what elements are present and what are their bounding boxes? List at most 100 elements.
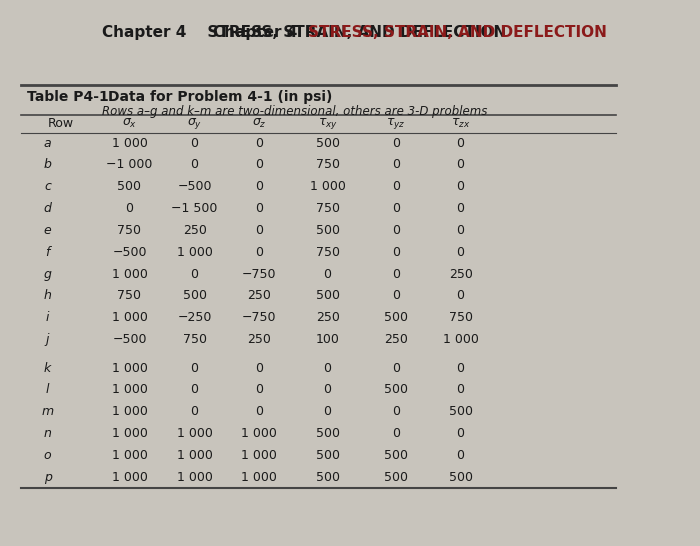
Text: Chapter 4    STRESS, STRAIN, AND DEFLECTION: Chapter 4 STRESS, STRAIN, AND DEFLECTION [102, 25, 507, 39]
Text: 750: 750 [316, 246, 340, 259]
Text: 0: 0 [255, 224, 263, 237]
Text: c: c [44, 180, 51, 193]
Text: 0: 0 [190, 361, 199, 375]
Text: 0: 0 [392, 268, 400, 281]
Text: 0: 0 [392, 289, 400, 302]
Text: 1 000: 1 000 [111, 268, 148, 281]
Text: 0: 0 [392, 180, 400, 193]
Text: 1 000: 1 000 [176, 427, 213, 440]
Text: 500: 500 [384, 449, 408, 462]
Text: 0: 0 [456, 202, 465, 215]
Text: 250: 250 [449, 268, 472, 281]
Text: l: l [46, 383, 49, 396]
Text: 0: 0 [255, 361, 263, 375]
Text: 500: 500 [449, 471, 472, 484]
Text: 250: 250 [384, 333, 408, 346]
Text: 250: 250 [183, 224, 206, 237]
Text: 250: 250 [316, 311, 340, 324]
Text: 0: 0 [323, 405, 332, 418]
Text: 1 000: 1 000 [111, 311, 148, 324]
Text: 1 000: 1 000 [111, 449, 148, 462]
Text: 0: 0 [323, 268, 332, 281]
Text: $\tau_{yz}$: $\tau_{yz}$ [386, 116, 406, 132]
Text: 0: 0 [456, 158, 465, 171]
Text: 1 000: 1 000 [111, 136, 148, 150]
Text: m: m [41, 405, 54, 418]
Text: 0: 0 [456, 289, 465, 302]
Text: 1 000: 1 000 [111, 427, 148, 440]
Text: Chapter 4: Chapter 4 [213, 25, 298, 39]
Text: 0: 0 [323, 383, 332, 396]
Text: 1 000: 1 000 [176, 449, 213, 462]
Text: 500: 500 [118, 180, 141, 193]
Text: 0: 0 [255, 136, 263, 150]
Text: 1 000: 1 000 [309, 180, 346, 193]
Text: $\sigma_x$: $\sigma_x$ [122, 117, 137, 130]
Text: 0: 0 [392, 224, 400, 237]
Text: Rows a–g and k–m are two-dimensional, others are 3-D problems: Rows a–g and k–m are two-dimensional, ot… [102, 105, 487, 118]
Text: 0: 0 [392, 405, 400, 418]
Text: h: h [43, 289, 52, 302]
Text: e: e [43, 224, 52, 237]
Text: 1 000: 1 000 [176, 471, 213, 484]
Text: 0: 0 [190, 158, 199, 171]
Text: 0: 0 [392, 361, 400, 375]
Text: 0: 0 [456, 246, 465, 259]
Text: −1 000: −1 000 [106, 158, 153, 171]
Text: 750: 750 [316, 158, 340, 171]
Text: 750: 750 [449, 311, 472, 324]
Text: 0: 0 [392, 246, 400, 259]
Text: 500: 500 [316, 449, 340, 462]
Text: 750: 750 [118, 224, 141, 237]
Text: 1 000: 1 000 [111, 361, 148, 375]
Text: STRESS, STRAIN, AND DEFLECTION: STRESS, STRAIN, AND DEFLECTION [308, 25, 607, 39]
Text: 750: 750 [118, 289, 141, 302]
Text: $\sigma_y$: $\sigma_y$ [187, 116, 202, 132]
Text: j: j [46, 333, 49, 346]
Text: −500: −500 [177, 180, 212, 193]
Text: g: g [43, 268, 52, 281]
Text: 750: 750 [316, 202, 340, 215]
Text: 1 000: 1 000 [111, 405, 148, 418]
Text: 1 000: 1 000 [111, 383, 148, 396]
Text: 0: 0 [323, 361, 332, 375]
Text: o: o [44, 449, 51, 462]
Text: b: b [43, 158, 52, 171]
Text: 0: 0 [190, 136, 199, 150]
Text: 0: 0 [456, 136, 465, 150]
Text: Data for Problem 4-1 (in psi): Data for Problem 4-1 (in psi) [108, 90, 333, 104]
Text: −250: −250 [177, 311, 212, 324]
Text: 500: 500 [316, 471, 340, 484]
Text: 500: 500 [183, 289, 206, 302]
Text: 250: 250 [247, 289, 271, 302]
Text: f: f [46, 246, 50, 259]
Text: 1 000: 1 000 [241, 427, 277, 440]
Text: 0: 0 [456, 449, 465, 462]
Text: 0: 0 [125, 202, 134, 215]
Text: $\tau_{zx}$: $\tau_{zx}$ [451, 117, 470, 130]
Text: 0: 0 [255, 405, 263, 418]
Text: k: k [44, 361, 51, 375]
Text: 0: 0 [255, 180, 263, 193]
Text: 1 000: 1 000 [176, 246, 213, 259]
Text: Row: Row [48, 117, 74, 130]
Text: 500: 500 [316, 427, 340, 440]
Text: 0: 0 [255, 246, 263, 259]
Text: 0: 0 [456, 361, 465, 375]
Text: 0: 0 [392, 202, 400, 215]
Text: 500: 500 [316, 136, 340, 150]
Text: 1 000: 1 000 [442, 333, 479, 346]
Text: $\sigma_z$: $\sigma_z$ [252, 117, 266, 130]
Text: 0: 0 [255, 158, 263, 171]
Text: 0: 0 [190, 405, 199, 418]
Text: d: d [43, 202, 52, 215]
Text: 250: 250 [247, 333, 271, 346]
Text: 1 000: 1 000 [241, 471, 277, 484]
Text: p: p [43, 471, 52, 484]
Text: 0: 0 [392, 136, 400, 150]
Text: −750: −750 [241, 311, 276, 324]
Text: 1 000: 1 000 [111, 471, 148, 484]
Text: 0: 0 [392, 427, 400, 440]
Text: n: n [43, 427, 52, 440]
Text: −500: −500 [112, 333, 147, 346]
